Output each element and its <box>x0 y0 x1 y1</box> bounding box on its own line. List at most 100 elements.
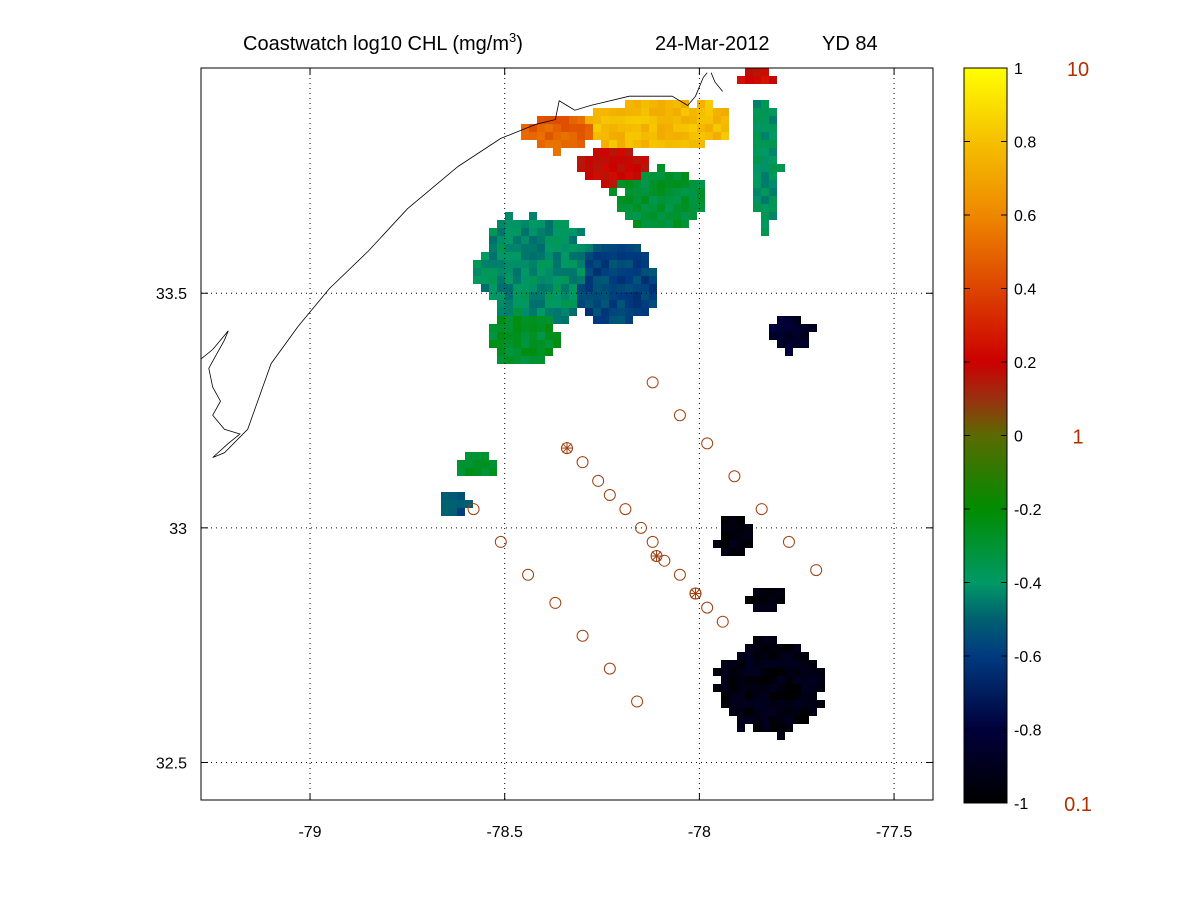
chl-pixel <box>537 340 545 348</box>
chl-pixel <box>689 196 697 204</box>
chl-pixel <box>569 132 577 140</box>
chl-pixel <box>745 524 753 532</box>
chl-pixel <box>505 348 513 356</box>
chl-pixel <box>505 276 513 284</box>
lon-tick-label: -78.5 <box>486 824 523 841</box>
chl-pixel <box>545 268 553 276</box>
chl-pixel <box>537 252 545 260</box>
chl-pixel <box>665 108 673 116</box>
station-circle <box>467 503 480 516</box>
chl-pixel <box>721 548 729 556</box>
chl-pixel <box>737 540 745 548</box>
chl-pixel <box>625 108 633 116</box>
chl-pixel <box>593 244 601 252</box>
chl-pixel <box>513 348 521 356</box>
station-circle <box>755 503 768 516</box>
chl-pixel <box>585 164 593 172</box>
chl-pixel <box>473 260 481 268</box>
chl-pixel <box>633 284 641 292</box>
chl-pixel <box>497 340 505 348</box>
chl-pixel <box>817 684 825 692</box>
chl-pixel <box>769 188 777 196</box>
chl-pixel <box>753 68 761 76</box>
chl-pixel <box>769 636 777 644</box>
station-circle <box>810 564 823 577</box>
chl-pixel <box>441 492 449 500</box>
chl-pixel <box>569 268 577 276</box>
chl-pixel <box>545 252 553 260</box>
chl-pixel <box>625 276 633 284</box>
chl-pixel <box>761 188 769 196</box>
chl-pixel <box>705 132 713 140</box>
chl-pixel <box>665 140 673 148</box>
colorbar-tick-label: -0.2 <box>1014 502 1042 519</box>
chl-pixel <box>721 684 729 692</box>
chl-pixel <box>761 652 769 660</box>
chl-pixel <box>697 116 705 124</box>
chl-pixel <box>505 324 513 332</box>
chl-pixel <box>689 212 697 220</box>
chl-pixel <box>513 284 521 292</box>
colorbar-concentration-labels: 10 1 0.1 <box>1064 59 1092 816</box>
chl-pixel <box>609 252 617 260</box>
chl-pixel <box>681 196 689 204</box>
chl-pixel <box>729 700 737 708</box>
chl-pixel <box>745 660 753 668</box>
station-circle <box>549 596 562 609</box>
chl-pixel <box>481 252 489 260</box>
chl-pixel <box>777 660 785 668</box>
chl-pixel <box>537 268 545 276</box>
station-circle <box>634 521 647 534</box>
coastline <box>200 72 708 458</box>
chl-pixel <box>609 316 617 324</box>
chl-pixel <box>761 676 769 684</box>
chl-pixel <box>649 132 657 140</box>
chl-pixel <box>553 260 561 268</box>
chl-pixel <box>777 700 785 708</box>
chl-pixel <box>801 692 809 700</box>
chl-pixel <box>633 108 641 116</box>
chl-pixel <box>481 276 489 284</box>
chl-pixel <box>481 468 489 476</box>
chl-pixel <box>625 252 633 260</box>
chl-pixel <box>657 196 665 204</box>
chl-pixel <box>777 324 785 332</box>
chl-pixel <box>769 204 777 212</box>
chl-pixel <box>673 140 681 148</box>
chl-pixel <box>649 284 657 292</box>
chl-pixel <box>505 316 513 324</box>
chl-pixel <box>769 708 777 716</box>
chl-pixel <box>553 276 561 284</box>
chl-pixel <box>521 300 529 308</box>
chl-pixel <box>561 228 569 236</box>
chl-pixel <box>609 140 617 148</box>
chl-pixel <box>641 172 649 180</box>
chl-pixel <box>657 212 665 220</box>
chl-pixel <box>729 532 737 540</box>
chl-pixel <box>793 716 801 724</box>
station-circle <box>619 503 632 516</box>
chl-pixel <box>681 116 689 124</box>
chl-pixel <box>769 684 777 692</box>
chl-pixel <box>537 228 545 236</box>
chl-pixel <box>713 124 721 132</box>
chl-pixel <box>577 252 585 260</box>
chl-pixel <box>753 660 761 668</box>
chl-pixel <box>569 308 577 316</box>
chl-pixel <box>489 460 497 468</box>
chl-pixel <box>633 276 641 284</box>
chl-pixel <box>497 276 505 284</box>
chl-pixel <box>705 100 713 108</box>
chl-pixel <box>625 156 633 164</box>
chl-pixel <box>505 212 513 220</box>
chl-pixel <box>545 276 553 284</box>
chl-pixel <box>721 660 729 668</box>
chl-pixel <box>537 132 545 140</box>
chl-pixel <box>745 540 753 548</box>
chl-pixel <box>753 684 761 692</box>
chl-pixel <box>577 124 585 132</box>
chl-pixel <box>505 332 513 340</box>
chl-pixel <box>585 116 593 124</box>
chl-pixel <box>793 660 801 668</box>
chl-pixel <box>745 700 753 708</box>
